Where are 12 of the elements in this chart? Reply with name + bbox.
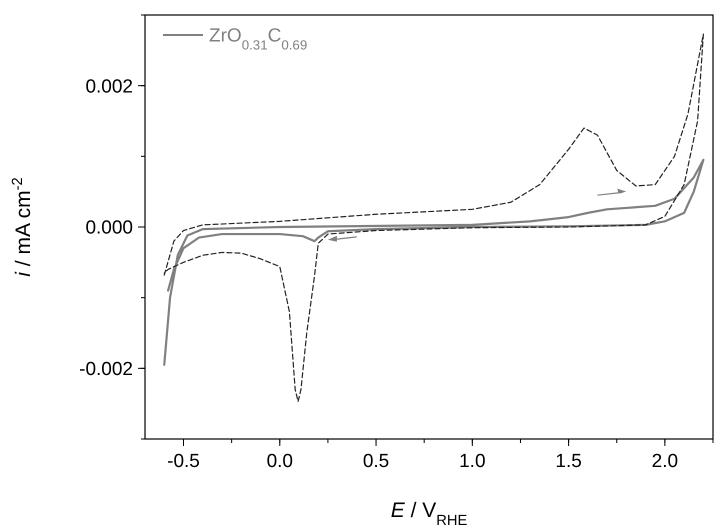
y-tick-label: -0.002 [79, 358, 133, 380]
text: 1.0 [459, 451, 486, 472]
text: 2.0 [652, 451, 678, 472]
x-tick-label: -0.5 [167, 451, 200, 472]
legend-label: ZrO$_{0.31}$C$_{0.69}$ [209, 26, 308, 52]
x-tick-label: 1.5 [555, 451, 582, 472]
line-series [163, 158, 704, 366]
x-tick-label: 0.5 [362, 451, 390, 472]
y-tick-label: 0.002 [85, 76, 133, 98]
x-axis-title: E / V$_{RHE}$ [390, 499, 468, 529]
y-tick-label: 0.000 [85, 218, 133, 239]
text: 0.0 [266, 451, 293, 472]
